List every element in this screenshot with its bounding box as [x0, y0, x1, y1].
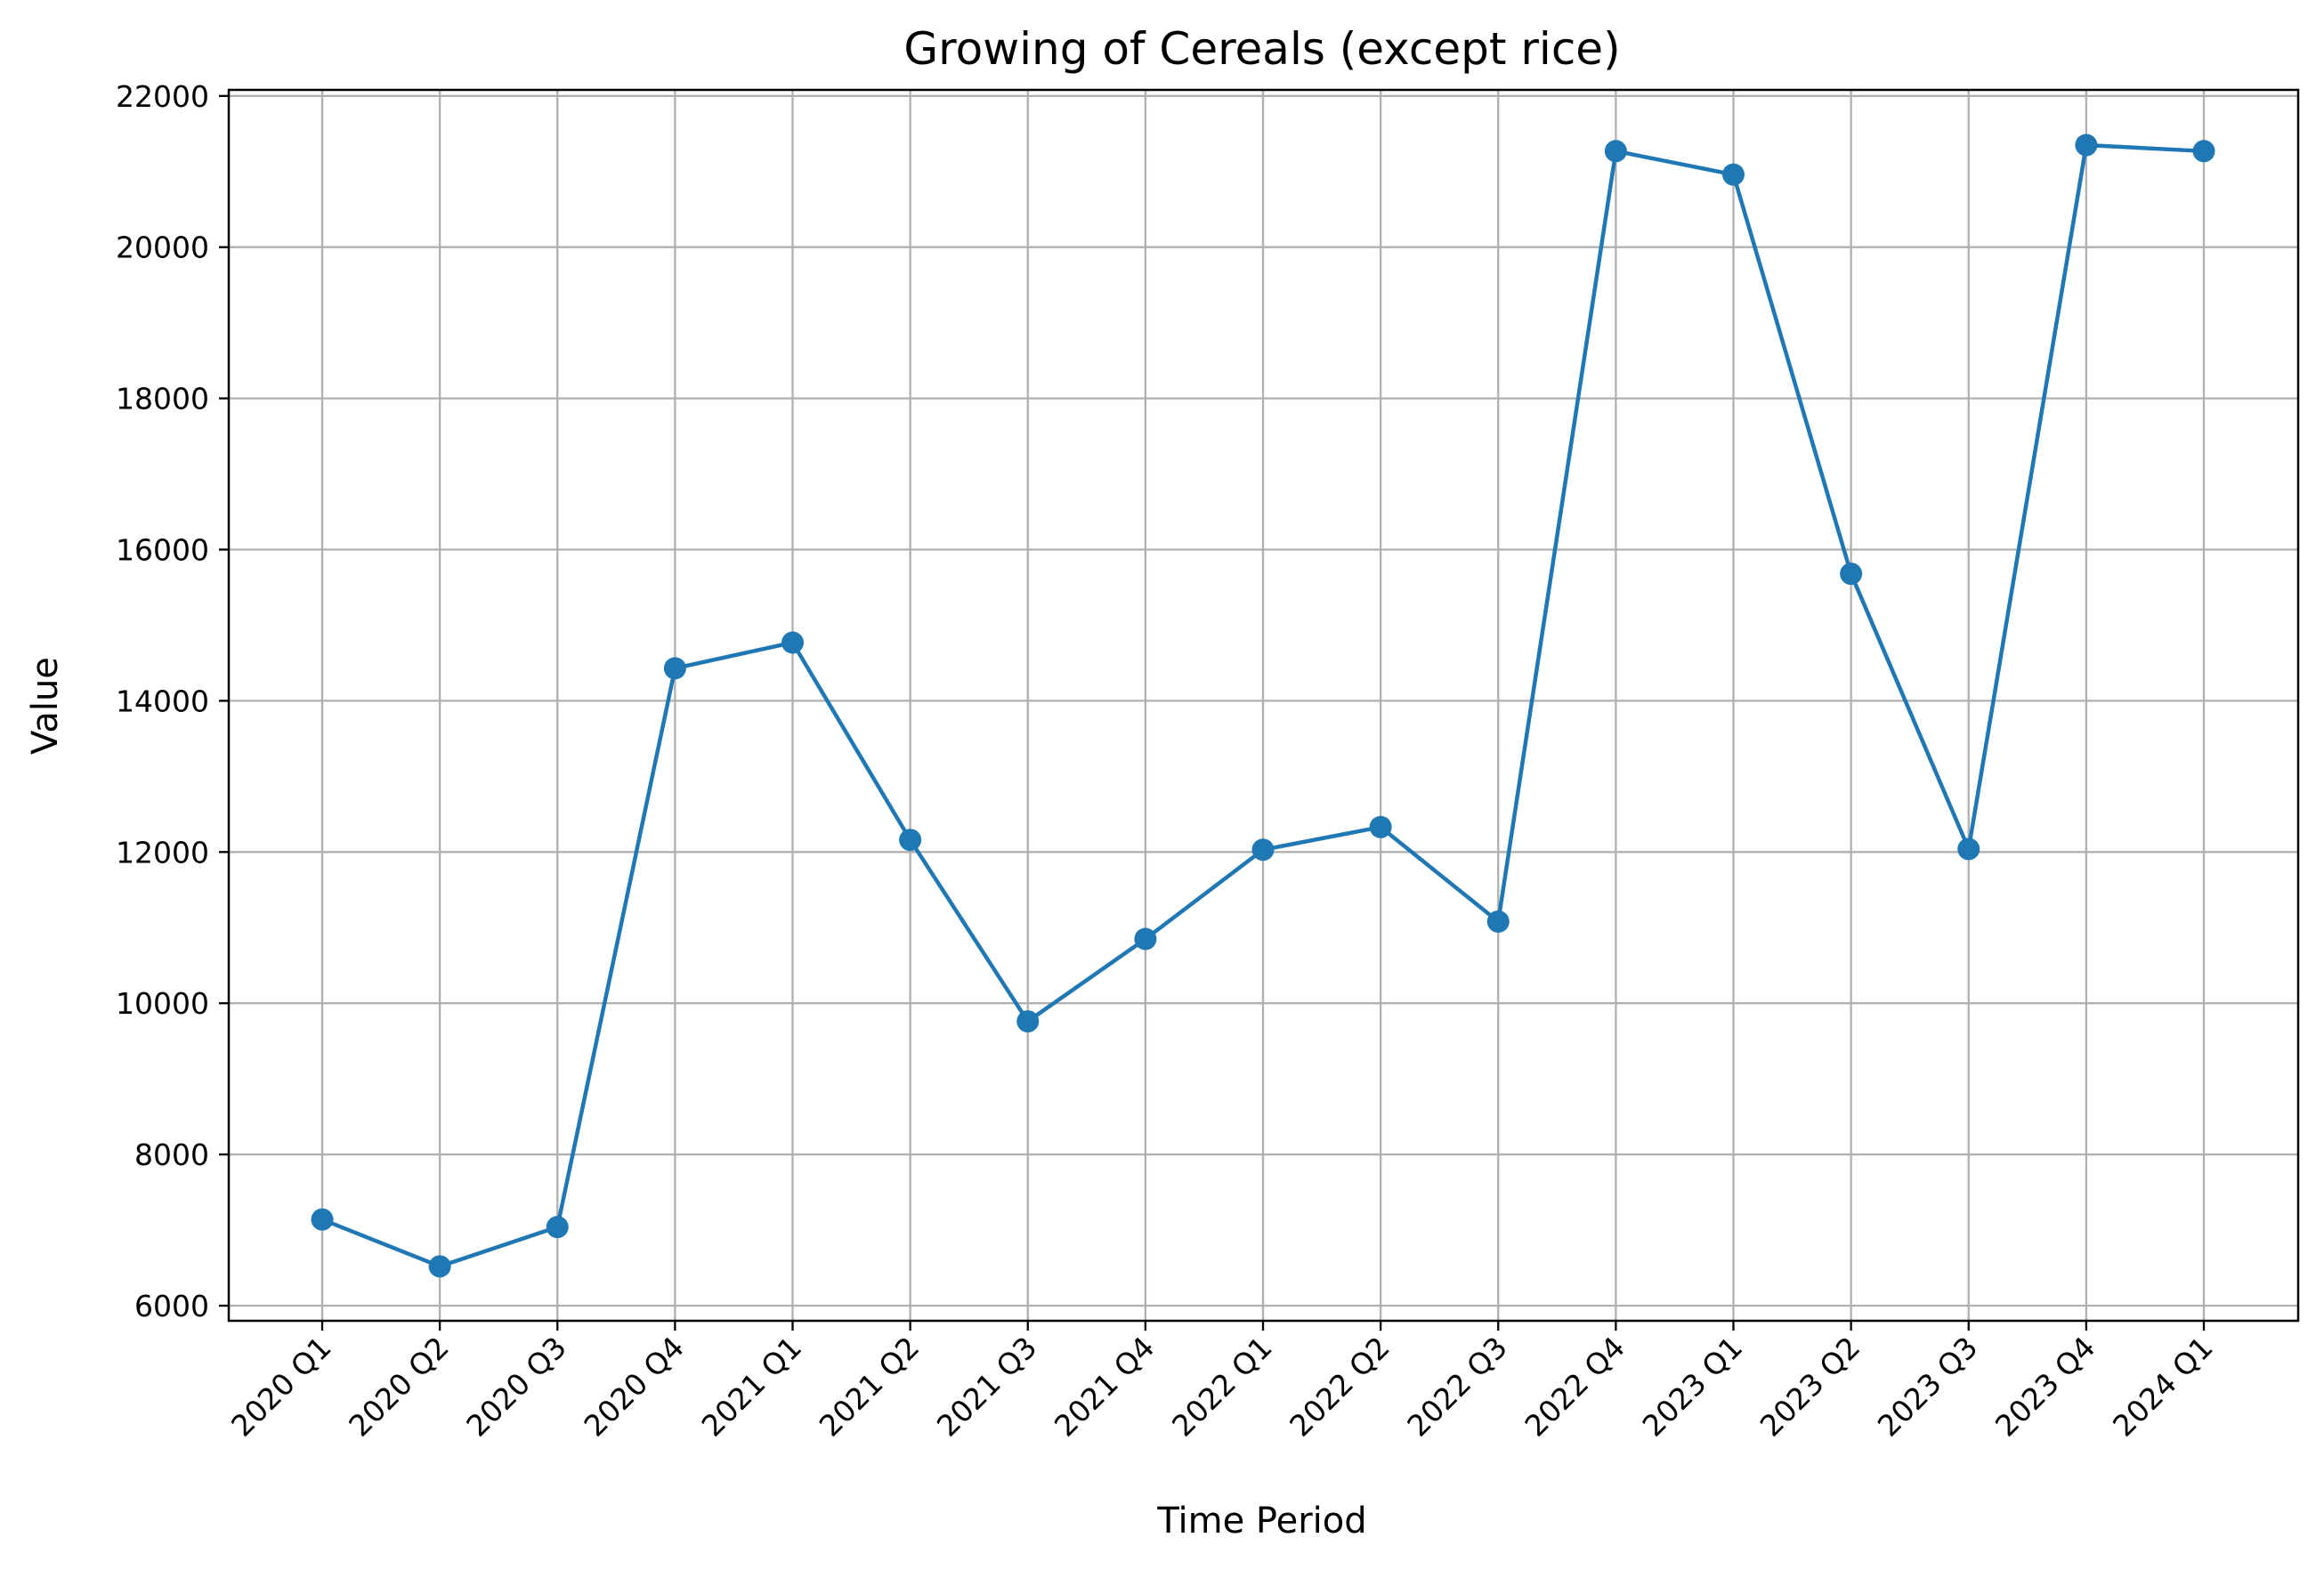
x-tick-label: 2023 Q1 — [1636, 1330, 1750, 1444]
x-tick-label: 2023 Q2 — [1753, 1330, 1867, 1444]
y-tick-label: 22000 — [116, 79, 209, 114]
data-point — [1840, 562, 1863, 586]
x-axis: 2020 Q1 2020 Q2 2020 Q3 2020 Q4 2021 Q1 2021 … — [224, 1321, 2220, 1444]
data-point — [1134, 927, 1157, 951]
y-tick-label: 18000 — [116, 382, 209, 417]
data-point — [1486, 910, 1510, 933]
x-tick-label: 2022 Q3 — [1400, 1330, 1514, 1444]
data-point — [1722, 163, 1745, 186]
data-point — [2075, 134, 2098, 157]
data-point — [899, 829, 922, 852]
data-point — [311, 1208, 334, 1231]
x-tick-label: 2021 Q3 — [930, 1330, 1044, 1444]
x-tick-label: 2022 Q2 — [1283, 1330, 1397, 1444]
y-tick-label: 20000 — [116, 231, 209, 265]
y-tick-label: 8000 — [134, 1137, 209, 1172]
x-tick-label: 2023 Q4 — [1988, 1330, 2102, 1444]
y-tick-label: 14000 — [116, 684, 209, 718]
x-tick-label: 2023 Q3 — [1871, 1330, 1985, 1444]
chart-title: Growing of Cereals (except rice) — [903, 23, 1620, 75]
y-axis-label: Value — [25, 657, 66, 755]
data-point — [428, 1255, 451, 1278]
x-tick-label: 2020 Q4 — [577, 1330, 691, 1444]
y-tick-label: 16000 — [116, 533, 209, 568]
data-point — [781, 631, 804, 654]
x-axis-label: Time Period — [1156, 1501, 1366, 1542]
y-tick-label: 10000 — [116, 986, 209, 1021]
y-tick-label: 12000 — [116, 835, 209, 870]
y-axis: 6000 8000 10000 12000 14000 16000 18000 20000 22… — [116, 79, 229, 1323]
x-tick-label: 2021 Q2 — [813, 1330, 927, 1444]
series-value — [311, 134, 2215, 1278]
x-tick-label: 2022 Q1 — [1165, 1330, 1279, 1444]
x-tick-label: 2022 Q4 — [1518, 1330, 1632, 1444]
x-tick-label: 2021 Q4 — [1048, 1330, 1162, 1444]
data-point — [1604, 140, 1627, 163]
data-point — [1369, 815, 1392, 838]
data-point — [546, 1216, 569, 1239]
y-tick-label: 6000 — [134, 1289, 209, 1323]
x-tick-label: 2020 Q3 — [459, 1330, 573, 1444]
x-tick-label: 2021 Q1 — [695, 1330, 809, 1444]
data-point — [663, 657, 686, 680]
data-point — [1016, 1010, 1040, 1033]
grid-lines — [229, 90, 2298, 1321]
data-point — [1251, 838, 1275, 862]
x-tick-label: 2020 Q1 — [224, 1330, 338, 1444]
data-point — [2192, 140, 2215, 163]
x-tick-label: 2024 Q1 — [2106, 1330, 2220, 1444]
data-point — [1957, 838, 1980, 861]
x-tick-label: 2020 Q2 — [342, 1330, 456, 1444]
